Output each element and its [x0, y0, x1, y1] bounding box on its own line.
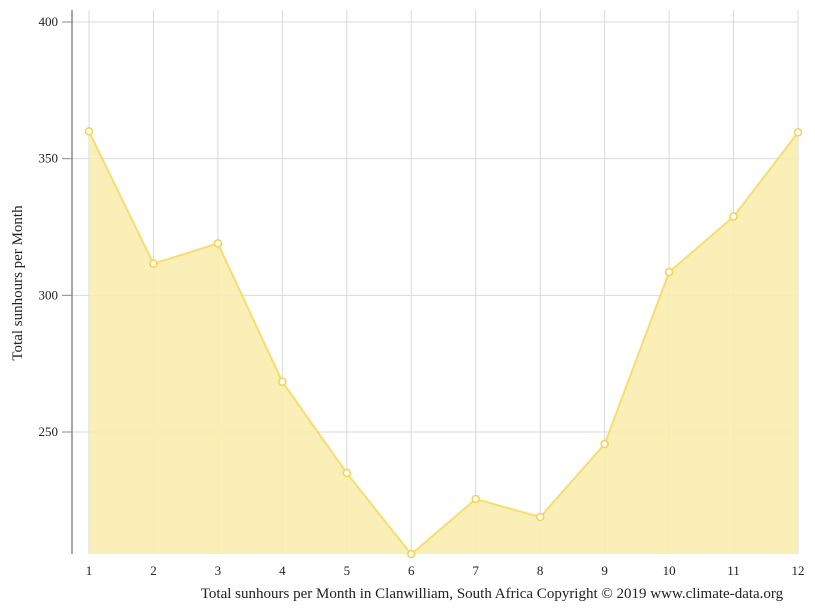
- x-tick-label: 8: [537, 563, 544, 578]
- x-tick-label: 10: [663, 563, 676, 578]
- series-line: [88, 130, 799, 556]
- y-axis-title: Total sunhours per Month: [10, 205, 26, 361]
- x-tick-label: 6: [408, 563, 415, 578]
- data-point[interactable]: [729, 212, 738, 221]
- data-point[interactable]: [793, 128, 803, 137]
- data-points: [84, 127, 803, 559]
- x-tick-label: 5: [344, 563, 351, 578]
- x-tick-label: 9: [601, 563, 608, 578]
- area-series: [88, 130, 799, 556]
- data-point[interactable]: [535, 512, 545, 522]
- x-axis-title: Total sunhours per Month in Clanwilliam,…: [201, 586, 784, 602]
- data-point[interactable]: [278, 377, 287, 386]
- y-tick-label: 400: [39, 14, 59, 29]
- data-point[interactable]: [664, 267, 674, 277]
- data-point[interactable]: [84, 127, 94, 136]
- data-point[interactable]: [600, 439, 609, 449]
- y-tick-label: 250: [39, 424, 59, 439]
- data-point[interactable]: [407, 549, 416, 559]
- x-tick-label: 7: [472, 563, 479, 578]
- x-tick-label: 3: [215, 563, 222, 578]
- data-point[interactable]: [342, 468, 352, 478]
- x-tick-label: 4: [279, 563, 286, 578]
- area-fill: [89, 131, 798, 555]
- data-point[interactable]: [213, 239, 223, 248]
- y-tick-label: 300: [39, 287, 59, 302]
- data-point[interactable]: [471, 494, 480, 504]
- x-tick-label: 12: [792, 563, 805, 578]
- x-tick-label: 2: [150, 563, 157, 578]
- data-point[interactable]: [149, 259, 158, 268]
- y-tick-label: 350: [39, 151, 59, 166]
- x-tick-label: 11: [727, 563, 740, 578]
- x-axis: 1 2 3 4 5 6 7 8 9 10 11 12: [86, 563, 805, 578]
- x-tick-label: 1: [86, 563, 93, 578]
- y-axis: 250 300 350 400: [39, 10, 73, 554]
